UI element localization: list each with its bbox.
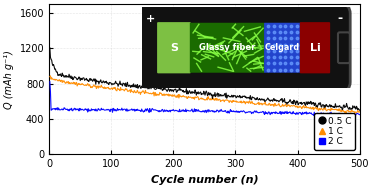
Y-axis label: Q (mAh g⁻¹): Q (mAh g⁻¹) (4, 50, 14, 109)
Legend: 0.5 C, 1 C, 2 C: 0.5 C, 1 C, 2 C (314, 113, 355, 150)
X-axis label: Cycle number (n): Cycle number (n) (151, 175, 258, 185)
